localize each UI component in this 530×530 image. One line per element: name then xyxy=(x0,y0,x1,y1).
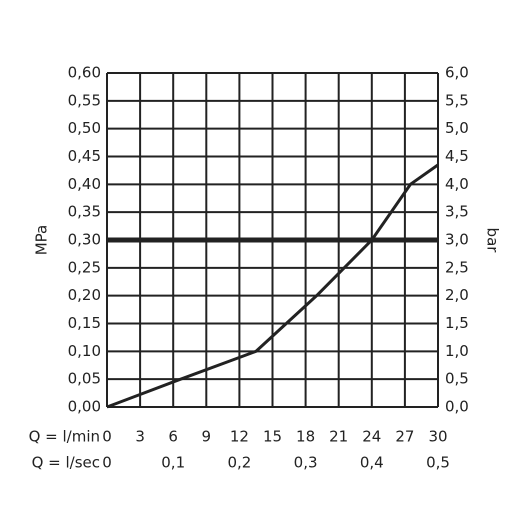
x-tick-label: 3 xyxy=(135,428,145,446)
y2-tick-label: 0,5 xyxy=(445,370,469,388)
y-tick-label: 0,50 xyxy=(68,119,101,137)
x-tick-label: 6 xyxy=(168,428,178,446)
x2-tick-label: 0,1 xyxy=(161,454,185,472)
y-tick-label: 0,30 xyxy=(68,231,101,249)
y-axis-label: MPa xyxy=(33,225,51,256)
x-tick-label: 0 xyxy=(102,428,112,446)
y-tick-label: 0,00 xyxy=(68,398,101,416)
y2-tick-label: 2,0 xyxy=(445,286,469,304)
y2-tick-label: 3,0 xyxy=(445,231,469,249)
x-tick-label: 24 xyxy=(362,428,381,446)
y-tick-label: 0,45 xyxy=(68,147,101,165)
y-tick-label: 0,55 xyxy=(68,91,101,109)
y-tick-label: 0,40 xyxy=(68,175,101,193)
x-tick-label: 21 xyxy=(329,428,348,446)
y2-tick-label: 5,0 xyxy=(445,119,469,137)
y2-axis-label: bar xyxy=(484,228,502,254)
x2-axis-label: Q = l/sec xyxy=(32,454,100,472)
x-tick-label: 9 xyxy=(202,428,212,446)
x-axis-label: Q = l/min xyxy=(29,428,100,446)
y-tick-label: 0,05 xyxy=(68,370,101,388)
x-tick-label: 18 xyxy=(296,428,315,446)
y2-tick-label: 1,5 xyxy=(445,314,469,332)
y-tick-label: 0,20 xyxy=(68,286,101,304)
y2-tick-label: 3,5 xyxy=(445,203,469,221)
y-tick-label: 0,10 xyxy=(68,342,101,360)
y-tick-label: 0,35 xyxy=(68,203,101,221)
y2-tick-label: 2,5 xyxy=(445,258,469,276)
x2-tick-label: 0,3 xyxy=(294,454,318,472)
y2-tick-label: 4,0 xyxy=(445,175,469,193)
x2-tick-label: 0,4 xyxy=(360,454,384,472)
y-tick-label: 0,25 xyxy=(68,258,101,276)
x2-tick-label: 0,2 xyxy=(227,454,251,472)
y-tick-label: 0,15 xyxy=(68,314,101,332)
x2-tick-label: 0,5 xyxy=(426,454,450,472)
y2-tick-label: 0,0 xyxy=(445,398,469,416)
y2-tick-label: 5,5 xyxy=(445,91,469,109)
y2-tick-label: 1,0 xyxy=(445,342,469,360)
x-tick-label: 15 xyxy=(263,428,282,446)
x-tick-label: 30 xyxy=(428,428,447,446)
x-tick-label: 12 xyxy=(230,428,249,446)
x-tick-label: 27 xyxy=(395,428,414,446)
x2-tick-label: 0 xyxy=(102,454,112,472)
y-tick-label: 0,60 xyxy=(68,64,101,82)
data-line xyxy=(106,163,439,409)
y2-tick-label: 6,0 xyxy=(445,64,469,82)
y2-tick-label: 4,5 xyxy=(445,147,469,165)
